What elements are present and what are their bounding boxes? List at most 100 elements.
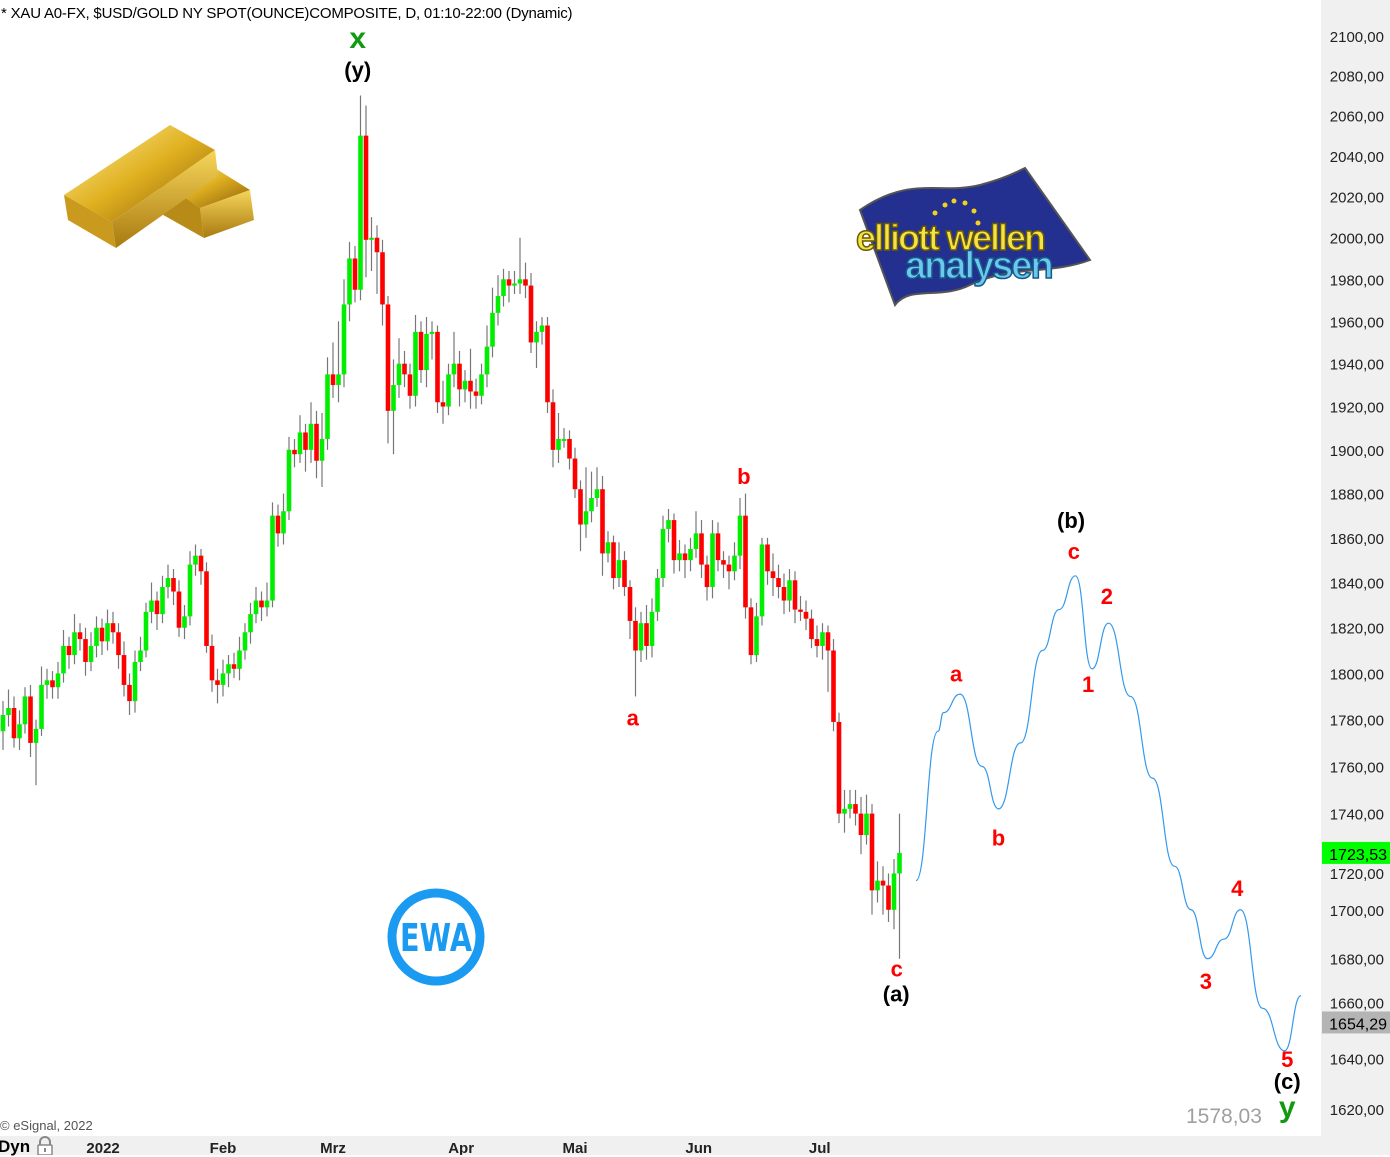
candle-down [803, 611, 809, 619]
candle-down [204, 571, 209, 646]
ewa-logo: EWA [387, 888, 485, 986]
candle-down [171, 578, 176, 592]
candle-up [594, 489, 600, 499]
candle-down [314, 423, 319, 461]
candle-up [132, 661, 138, 702]
candle-down [776, 578, 781, 588]
time-axis-panel[interactable] [0, 1136, 1321, 1155]
candle-up [484, 346, 490, 375]
candle-down [567, 438, 572, 459]
candle-down [528, 285, 534, 343]
candle-up [759, 544, 765, 617]
candle-up [308, 423, 314, 450]
candle-up [479, 374, 484, 396]
candle-up [875, 880, 880, 891]
candle-down [644, 623, 649, 646]
candle-down [363, 135, 369, 240]
wave-label: x [349, 22, 366, 55]
candle-down [699, 533, 704, 565]
candle-down [330, 374, 336, 386]
candle-down [572, 458, 578, 490]
candle-up [297, 432, 303, 455]
candle-down [622, 560, 627, 588]
candle-up [55, 673, 61, 688]
candle-up [754, 616, 759, 656]
candle-up [429, 331, 435, 334]
candle-up [33, 728, 39, 743]
candle-down [380, 252, 385, 305]
candle-down [809, 618, 814, 640]
candle-up [842, 808, 847, 814]
candle-up [105, 623, 110, 642]
projection-line [915, 575, 1302, 1052]
candle-down [886, 885, 891, 910]
candle-down [154, 600, 160, 615]
candle-down [385, 304, 391, 411]
candle-up [710, 533, 715, 588]
candle-down [831, 650, 836, 722]
candle-down [259, 600, 264, 608]
candle-down [198, 555, 204, 572]
candle-down [352, 258, 358, 290]
candle-up [220, 673, 226, 685]
candle-up [512, 283, 517, 286]
candle-down [550, 402, 556, 450]
candle-up [688, 548, 693, 561]
candle-up [17, 724, 22, 739]
candle-down [506, 279, 512, 286]
candle-down [770, 571, 776, 579]
candle-down [176, 591, 182, 628]
candle-up [6, 708, 11, 715]
candle-up [94, 627, 99, 646]
candle-down [116, 632, 121, 656]
wave-label: 1 [1082, 672, 1094, 697]
candle-down [11, 708, 17, 739]
candle-down [743, 515, 748, 608]
candle-down [627, 587, 633, 621]
candle-up [61, 645, 66, 674]
candle-down [726, 564, 732, 572]
candle-down [765, 544, 770, 572]
wave-label: a [627, 705, 640, 730]
candle-up [649, 611, 655, 646]
candle-up [534, 331, 539, 343]
candle-down [66, 645, 72, 656]
candle-up [347, 258, 352, 305]
candle-down [545, 325, 550, 403]
candle-down [457, 363, 462, 390]
lock-icon[interactable] [36, 1136, 54, 1155]
candle-down [781, 587, 787, 601]
candle-up [638, 623, 644, 651]
candle-up [820, 632, 825, 646]
candle-down [825, 632, 831, 651]
price-axis-panel[interactable] [1321, 0, 1390, 1155]
elliott-wellen-analysen-logo: elliott wellen analysen [855, 166, 1092, 308]
candle-down [127, 684, 132, 702]
candle-down [28, 696, 33, 743]
candle-up [517, 279, 523, 284]
candle-down [578, 489, 583, 525]
wave-label: b [992, 825, 1005, 850]
candle-up [138, 650, 143, 662]
candle-down [374, 237, 380, 253]
candle-down [858, 813, 864, 836]
wave-label: 3 [1200, 969, 1212, 994]
candle-up [0, 714, 6, 732]
candle-up [226, 664, 231, 674]
candle-up [22, 696, 28, 725]
candle-up [149, 600, 154, 612]
candle-down [715, 533, 721, 561]
candle-up [446, 374, 451, 407]
candle-down [814, 639, 820, 646]
wave-label: 2 [1101, 584, 1113, 609]
candle-up [369, 237, 374, 240]
candle-up [897, 852, 902, 874]
candle-up [44, 680, 50, 685]
wave-label: (b) [1057, 508, 1085, 533]
candle-up [693, 533, 699, 549]
mode-label[interactable]: Dyn [0, 1137, 31, 1156]
gold-bars-image [64, 125, 254, 248]
candle-up [561, 438, 567, 441]
candle-up [864, 813, 869, 836]
